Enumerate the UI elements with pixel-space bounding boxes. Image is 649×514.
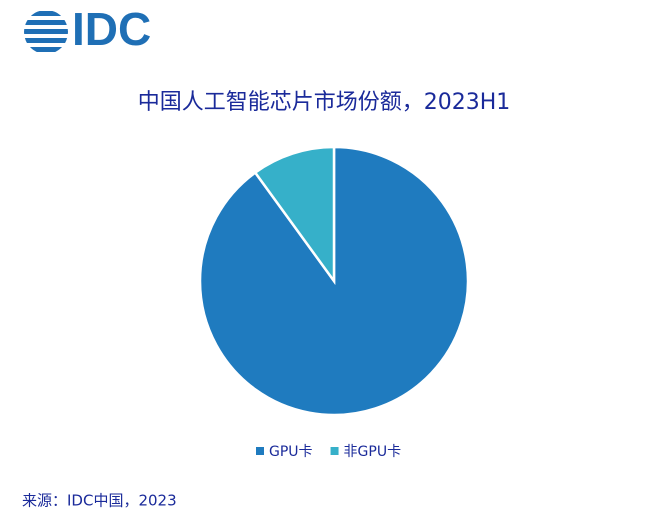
logo-text: IDC — [72, 3, 151, 55]
logo-icon — [24, 11, 68, 52]
legend: GPU卡 非GPU卡 — [256, 444, 401, 460]
legend-label: 非GPU卡 — [344, 444, 402, 460]
legend-swatch — [330, 447, 339, 455]
legend-swatch — [256, 447, 264, 455]
source-note: 来源：IDC中国，2023 — [22, 492, 177, 510]
pie — [198, 145, 470, 417]
chart-title: 中国人工智能芯片市场份额，2023H1 — [138, 90, 511, 115]
pie-slice — [253, 145, 336, 285]
legend-label: GPU卡 — [269, 444, 313, 460]
